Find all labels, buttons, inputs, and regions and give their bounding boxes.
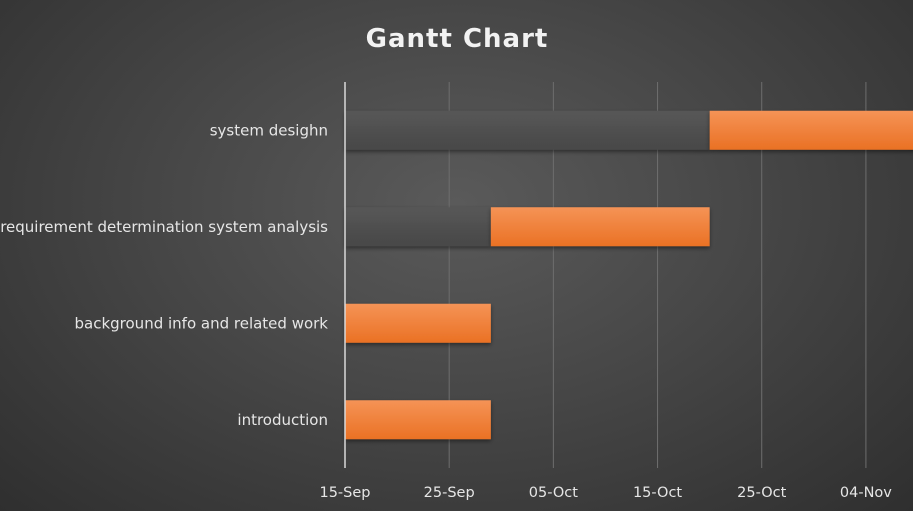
category-label: background info and related work <box>75 314 329 332</box>
x-tick-label: 15-Sep <box>319 485 370 501</box>
category-label: requirement determination system analysi… <box>0 218 328 236</box>
offset-bar <box>345 207 491 247</box>
chart-title: Gantt Chart <box>366 24 549 54</box>
x-tick-label: 05-Oct <box>529 485 578 501</box>
offset-bar <box>345 110 710 150</box>
category-label: introduction <box>237 411 328 429</box>
task-bar <box>490 207 710 247</box>
x-tick-label: 25-Sep <box>424 485 475 501</box>
x-tick-label: 04-Nov <box>840 485 892 501</box>
task-bar <box>709 110 913 150</box>
task-bar <box>345 400 491 440</box>
category-label: system desighn <box>210 121 328 139</box>
task-bar <box>345 303 491 343</box>
x-tick-label: 25-Oct <box>737 485 786 501</box>
x-tick-label: 15-Oct <box>633 485 682 501</box>
